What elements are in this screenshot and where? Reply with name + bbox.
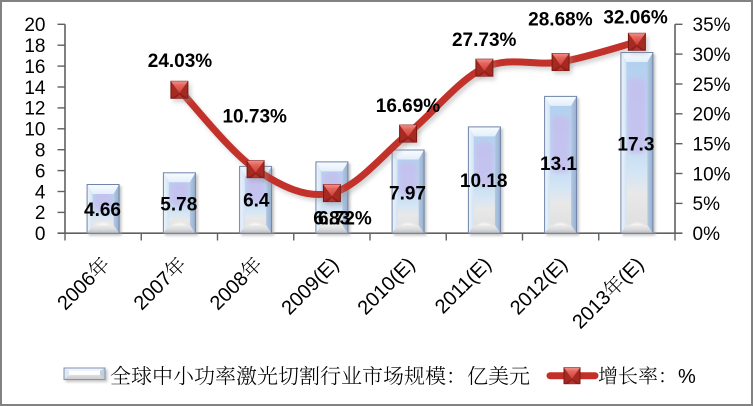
svg-text:20%: 20%: [693, 105, 731, 126]
svg-text:%: %: [678, 366, 696, 388]
svg-text:20: 20: [24, 15, 45, 36]
svg-text:16: 16: [24, 57, 45, 78]
svg-text:15%: 15%: [693, 135, 731, 156]
svg-text:4: 4: [35, 182, 46, 203]
svg-text:6.72%: 6.72%: [318, 208, 372, 229]
svg-text:17.3: 17.3: [617, 134, 654, 155]
svg-text:6: 6: [35, 161, 46, 182]
svg-text:5.78: 5.78: [160, 195, 197, 216]
svg-text:24.03%: 24.03%: [148, 51, 213, 72]
svg-text:13.1: 13.1: [540, 154, 577, 175]
svg-text:25%: 25%: [693, 75, 731, 96]
svg-text:30%: 30%: [693, 45, 731, 66]
svg-text:10.73%: 10.73%: [222, 107, 287, 128]
svg-text:6.83: 6.83: [313, 208, 350, 229]
svg-text:14: 14: [24, 78, 46, 99]
svg-text:0%: 0%: [693, 224, 721, 245]
svg-text:2: 2: [35, 203, 46, 224]
svg-text:6.4: 6.4: [243, 191, 270, 212]
svg-text:12: 12: [24, 99, 45, 120]
svg-text:18: 18: [24, 36, 45, 57]
svg-text:10%: 10%: [693, 164, 731, 185]
svg-text:0: 0: [35, 224, 46, 245]
svg-text:10: 10: [24, 120, 45, 141]
svg-text:8: 8: [35, 141, 46, 162]
svg-text:10.18: 10.18: [460, 171, 508, 192]
svg-text:27.73%: 27.73%: [452, 30, 517, 51]
svg-text:4.66: 4.66: [84, 200, 121, 221]
svg-text:28.68%: 28.68%: [528, 9, 593, 30]
svg-text:16.69%: 16.69%: [376, 96, 441, 117]
svg-text:5%: 5%: [693, 194, 721, 215]
svg-text:35%: 35%: [693, 15, 731, 36]
svg-text:7.97: 7.97: [389, 183, 426, 204]
svg-text:32.06%: 32.06%: [603, 8, 668, 29]
